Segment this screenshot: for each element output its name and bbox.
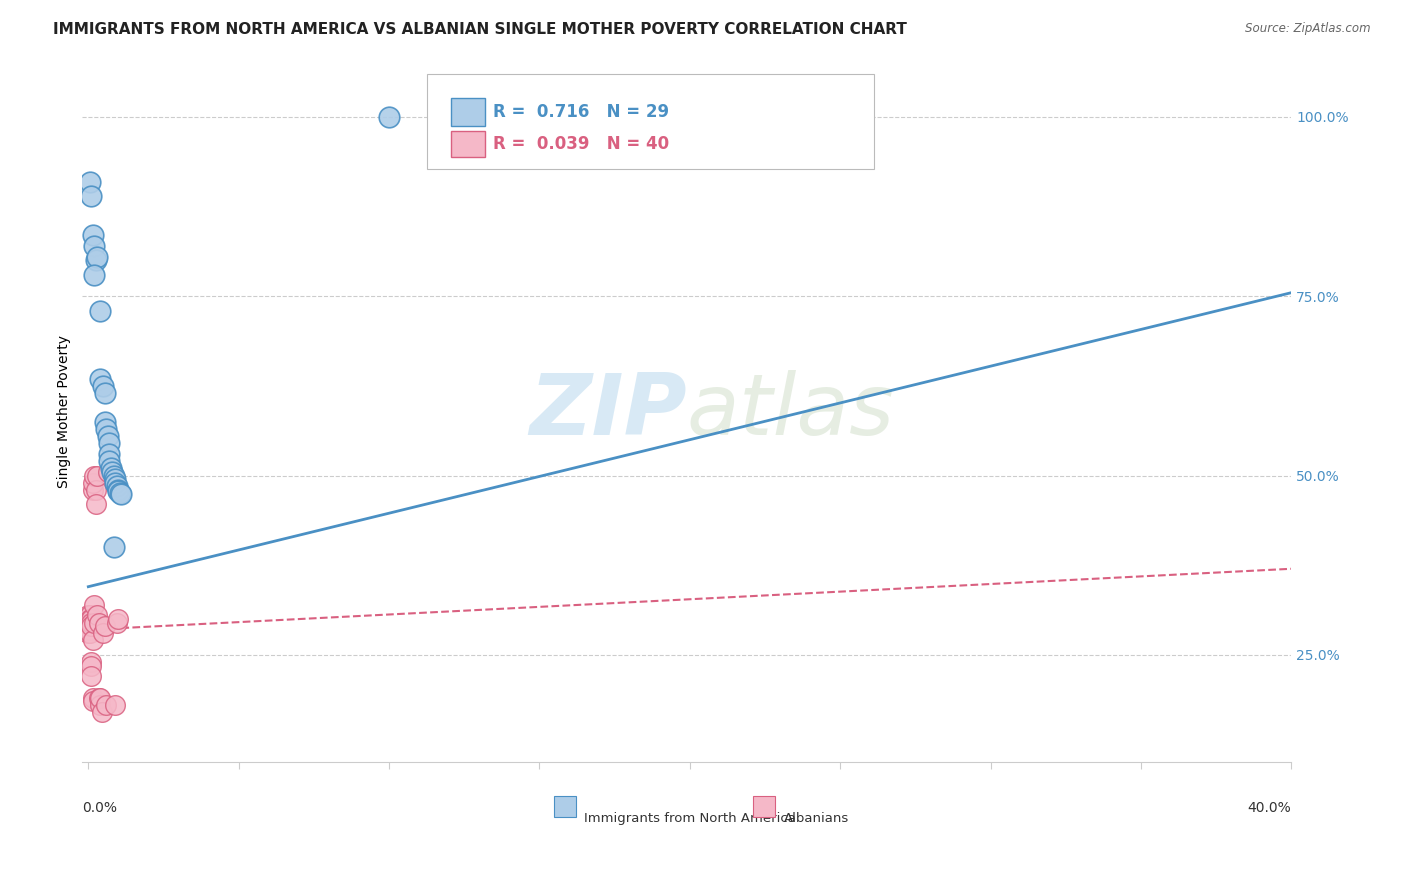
Point: [79, 615, 101, 630]
Point: [105, 615, 128, 630]
Text: ZIP: ZIP: [529, 369, 686, 452]
Point: [80, 619, 103, 633]
Point: [82, 475, 104, 490]
Point: [103, 541, 125, 555]
Point: [87, 615, 110, 630]
Point: [98, 454, 121, 468]
Point: [89, 372, 111, 386]
Point: [98, 436, 121, 450]
Point: [94, 386, 117, 401]
Point: [79, 626, 101, 640]
Point: [83, 268, 105, 282]
Point: [93, 626, 115, 640]
Text: atlas: atlas: [686, 369, 894, 452]
Text: Source: ZipAtlas.com: Source: ZipAtlas.com: [1246, 22, 1371, 36]
Point: [82, 228, 104, 243]
Point: [82, 694, 104, 708]
Point: [80, 612, 103, 626]
Point: [77, 626, 100, 640]
Point: [87, 690, 110, 705]
Point: [84, 253, 107, 268]
FancyBboxPatch shape: [754, 797, 775, 817]
Point: [94, 415, 117, 429]
Point: [84, 483, 107, 497]
Point: [89, 303, 111, 318]
Point: [77, 619, 100, 633]
Point: [104, 698, 127, 712]
Text: R =  0.716   N = 29: R = 0.716 N = 29: [494, 103, 669, 121]
Point: [82, 690, 104, 705]
Text: IMMIGRANTS FROM NORTH AMERICA VS ALBANIAN SINGLE MOTHER POVERTY CORRELATION CHAR: IMMIGRANTS FROM NORTH AMERICA VS ALBANIA…: [53, 22, 907, 37]
Point: [79, 612, 101, 626]
Text: Immigrants from North America: Immigrants from North America: [583, 812, 796, 824]
Point: [80, 615, 103, 630]
Point: [89, 698, 111, 712]
Point: [110, 487, 132, 501]
FancyBboxPatch shape: [451, 131, 485, 157]
Point: [104, 472, 127, 486]
Point: [86, 250, 108, 264]
Point: [108, 485, 131, 500]
Point: [101, 465, 124, 479]
Point: [80, 658, 103, 673]
Point: [83, 239, 105, 253]
Point: [86, 468, 108, 483]
Point: [80, 669, 103, 683]
Point: [378, 110, 401, 124]
Point: [83, 598, 105, 612]
Point: [93, 379, 115, 393]
Point: [82, 483, 104, 497]
Text: 0.0%: 0.0%: [83, 801, 117, 815]
Point: [80, 189, 103, 203]
Point: [105, 479, 128, 493]
Point: [90, 705, 112, 719]
Point: [104, 475, 127, 490]
Point: [98, 447, 121, 461]
Point: [77, 615, 100, 630]
Point: [84, 497, 107, 511]
Point: [94, 619, 117, 633]
Point: [79, 619, 101, 633]
Point: [107, 612, 129, 626]
Y-axis label: Single Mother Poverty: Single Mother Poverty: [58, 334, 72, 488]
Point: [107, 484, 129, 499]
FancyBboxPatch shape: [554, 797, 575, 817]
Text: 40.0%: 40.0%: [1247, 801, 1291, 815]
Point: [103, 468, 125, 483]
Text: R =  0.039   N = 40: R = 0.039 N = 40: [494, 135, 669, 153]
Point: [100, 461, 122, 475]
Point: [89, 690, 111, 705]
FancyBboxPatch shape: [451, 98, 485, 127]
Point: [80, 655, 103, 669]
Point: [79, 608, 101, 623]
Point: [82, 633, 104, 648]
Point: [79, 623, 101, 637]
Point: [96, 698, 118, 712]
Text: Albanians: Albanians: [783, 812, 849, 824]
Point: [107, 483, 129, 497]
Point: [83, 615, 105, 630]
Point: [97, 429, 120, 443]
Point: [96, 422, 118, 436]
Point: [79, 174, 101, 188]
Point: [77, 608, 100, 623]
Point: [97, 465, 120, 479]
FancyBboxPatch shape: [427, 74, 875, 169]
Point: [83, 468, 105, 483]
Point: [86, 608, 108, 623]
